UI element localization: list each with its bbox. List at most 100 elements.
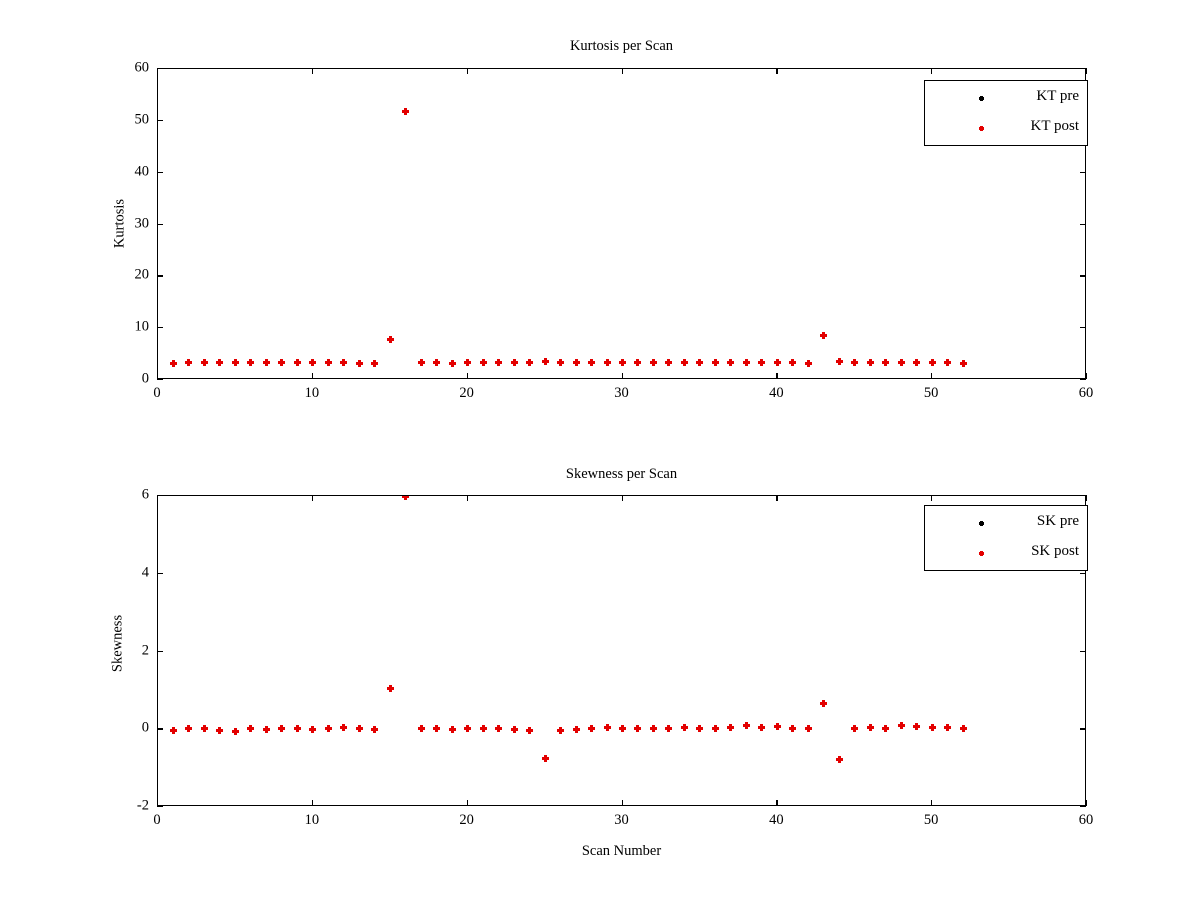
data-point: [696, 359, 704, 367]
data-point: [588, 359, 596, 367]
y-tick-right-6: [1080, 495, 1086, 497]
x-tick-20: [466, 373, 468, 379]
y-tick-right-60: [1080, 68, 1086, 70]
x-ticklabel-30: 30: [614, 385, 629, 401]
data-point: [278, 358, 286, 366]
y-tick-right-10: [1080, 327, 1086, 329]
x-ticklabel-60: 60: [1078, 385, 1094, 401]
x-ticklabel-20: 20: [459, 385, 474, 401]
data-point: [510, 359, 518, 367]
data-point: [835, 357, 843, 365]
data-point: [742, 721, 750, 729]
x-ticklabel-40: 40: [769, 385, 784, 401]
data-point: [557, 359, 565, 367]
data-point: [959, 359, 967, 367]
x-ticklabel-60: 60: [1078, 812, 1094, 828]
kurtosis-legend: KT pre KT post: [924, 80, 1088, 146]
y-ticklabel-4: 4: [141, 564, 149, 581]
x-tick-top-40: [776, 68, 778, 74]
data-point: [789, 359, 797, 367]
y-ticklabel-0: 0: [141, 719, 149, 736]
x-tick-10: [311, 373, 314, 379]
y-ticklabel-60: 60: [134, 59, 150, 76]
data-point: [247, 359, 255, 367]
data-point: [355, 359, 363, 367]
data-point: [913, 722, 921, 730]
data-point: [866, 724, 874, 732]
x-tick-top-40: [776, 495, 778, 501]
x-ticklabel-40: 40: [769, 812, 784, 828]
sk-pre-marker-icon: [978, 520, 985, 527]
skewness-chart-title: Skewness per Scan: [565, 466, 678, 482]
data-point: [665, 359, 673, 367]
data-point: [340, 724, 348, 732]
x-ticklabel-30: 30: [614, 812, 629, 828]
data-point: [897, 359, 905, 367]
data-point: [247, 724, 255, 732]
x-ticklabel-20: 20: [459, 812, 474, 828]
data-point: [541, 358, 549, 366]
y-ticklabel-2: 2: [141, 642, 149, 658]
x-tick-top-50: [931, 68, 933, 74]
data-point: [355, 724, 363, 732]
data-point: [448, 359, 456, 367]
data-point: [526, 358, 534, 366]
data-point: [804, 724, 812, 732]
y-ticklabel-30: 30: [134, 215, 150, 231]
data-point: [200, 359, 208, 367]
y-tick-2: [157, 650, 163, 652]
data-point: [634, 724, 642, 732]
data-point: [340, 359, 348, 367]
x-tick-top-10: [311, 68, 314, 74]
data-point: [619, 724, 626, 732]
data-point: [588, 724, 596, 732]
x-tick-50: [931, 373, 933, 379]
x-tick-top-20: [466, 495, 468, 501]
data-point: [619, 359, 626, 367]
x-tick-50: [931, 800, 933, 806]
data-point: [665, 724, 673, 732]
x-tick-top-0: [157, 68, 159, 74]
y-tick-right-4: [1080, 572, 1086, 575]
data-point: [541, 754, 549, 762]
data-point: [649, 359, 657, 367]
data-point: [835, 755, 843, 763]
data-point: [185, 359, 193, 367]
data-point: [804, 359, 812, 367]
skewness-x-axis-label: Scan Number: [581, 843, 662, 859]
x-ticklabel-10: 10: [304, 385, 320, 401]
x-tick-top-50: [931, 495, 933, 501]
data-point: [526, 726, 534, 734]
x-tick-0: [157, 373, 159, 379]
data-point: [262, 358, 270, 366]
data-point: [402, 496, 410, 500]
data-point: [216, 359, 224, 367]
data-point: [727, 723, 735, 731]
data-point: [913, 359, 921, 367]
skewness-legend: SK pre SK post: [924, 505, 1088, 571]
data-point: [371, 725, 379, 733]
data-point: [433, 359, 441, 367]
x-tick-top-60: [1086, 68, 1088, 74]
y-tick-right--2: [1080, 806, 1086, 808]
x-tick-top-60: [1086, 495, 1088, 501]
data-point: [216, 726, 224, 734]
data-point: [680, 724, 688, 732]
y-tick-right-2: [1080, 650, 1086, 652]
sk-post-marker-icon: [978, 550, 985, 557]
data-point: [773, 722, 781, 730]
data-point: [944, 359, 952, 367]
x-tick-30: [621, 800, 623, 806]
data-point: [309, 725, 317, 733]
data-point: [557, 726, 565, 734]
data-point: [882, 359, 890, 367]
y-tick-6: [157, 495, 163, 497]
data-point: [851, 359, 859, 367]
y-tick-20: [157, 275, 163, 277]
data-point: [464, 724, 472, 732]
data-point: [278, 724, 286, 732]
data-point: [448, 725, 456, 733]
x-tick-10: [311, 800, 314, 806]
y-ticklabel-40: 40: [134, 163, 150, 180]
